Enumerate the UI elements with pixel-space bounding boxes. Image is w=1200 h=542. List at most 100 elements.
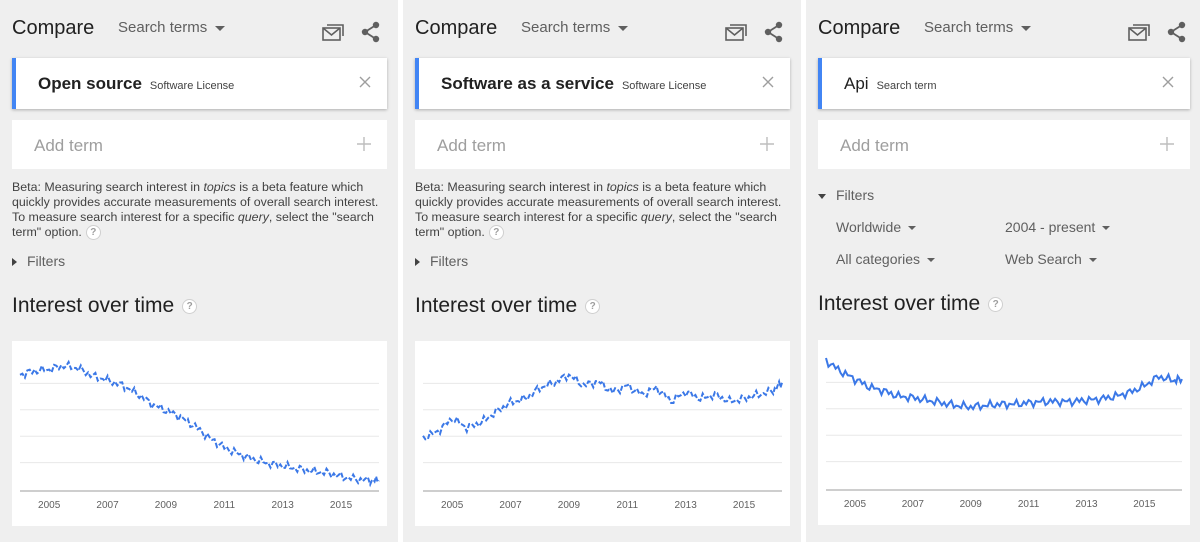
share-icon[interactable] — [761, 19, 787, 45]
filters-label: Filters — [430, 253, 469, 269]
x-tick-label: 2011 — [214, 500, 236, 511]
filters-toggle[interactable]: Filters — [12, 253, 65, 269]
close-icon[interactable] — [1160, 74, 1176, 90]
interest-chart: 2005 2007 2009 2011 2013 2015 — [415, 341, 790, 526]
search-terms-dropdown[interactable]: Search terms — [924, 19, 1032, 36]
top-bar: Compare Search terms — [403, 0, 801, 58]
category-filter-dropdown[interactable]: All categories — [836, 251, 936, 267]
interest-over-time-title: Interest over time? — [415, 294, 601, 318]
filters-label: Filters — [27, 253, 66, 269]
x-tick-label: 2007 — [499, 500, 522, 511]
email-icon[interactable] — [723, 19, 749, 45]
beta-query: query — [640, 210, 672, 224]
series-line — [422, 373, 783, 441]
add-term-placeholder: Add term — [34, 136, 103, 155]
chart-title: Interest over time — [818, 292, 981, 315]
term-type: Software License — [621, 80, 707, 92]
chevron-right-icon — [12, 258, 17, 267]
x-tick-label: 2009 — [155, 500, 178, 511]
help-icon[interactable]: ? — [488, 225, 504, 241]
search-terms-label: Search terms — [118, 19, 208, 36]
filters-toggle[interactable]: Filters — [818, 187, 874, 203]
chevron-down-icon — [908, 226, 917, 231]
compare-title: Compare — [415, 17, 498, 39]
search-term-card[interactable]: Software as a service Software License — [415, 58, 790, 109]
chart-svg: 2005 2007 2009 2011 2013 2015 — [19, 359, 380, 511]
location-filter-dropdown[interactable]: Worldwide — [836, 219, 917, 235]
chart-title: Interest over time — [415, 294, 578, 317]
compare-title: Compare — [12, 17, 95, 39]
plus-icon[interactable] — [759, 136, 775, 152]
top-bar: Compare Search terms — [0, 0, 398, 58]
chart-svg: 2005 2007 2009 2011 2013 2015 — [422, 373, 783, 511]
add-term-input[interactable]: Add term — [415, 120, 790, 169]
search-type-filter-dropdown[interactable]: Web Search — [1005, 251, 1097, 267]
x-tick-label: 2015 — [1133, 499, 1156, 510]
filters-toggle[interactable]: Filters — [415, 253, 468, 269]
search-term-card[interactable]: Open source Software License — [12, 58, 387, 109]
x-tick-label: 2005 — [38, 500, 61, 511]
x-tick-label: 2013 — [1075, 499, 1098, 510]
add-term-placeholder: Add term — [437, 136, 506, 155]
term-name: Software as a service Software License — [441, 74, 706, 94]
close-icon[interactable] — [760, 74, 776, 90]
beta-text: Beta: Measuring search interest in — [12, 180, 204, 194]
add-term-input[interactable]: Add term — [12, 120, 387, 169]
share-icon[interactable] — [1164, 19, 1190, 45]
x-tick-label: 2013 — [272, 500, 295, 511]
chart-svg: 2005 2007 2009 2011 2013 2015 — [825, 357, 1183, 510]
beta-text: is a beta feature which quickly provides… — [415, 180, 782, 224]
x-tick-label: 2015 — [733, 500, 756, 511]
add-term-placeholder: Add term — [840, 136, 909, 155]
beta-notice: Beta: Measuring search interest in topic… — [415, 180, 790, 241]
compare-panel-2: Compare Search terms Software as a servi… — [403, 0, 801, 542]
help-icon[interactable]: ? — [585, 298, 601, 314]
compare-title: Compare — [818, 17, 901, 39]
series-line — [825, 357, 1183, 412]
filters-label: Filters — [836, 187, 875, 203]
search-term-card[interactable]: Api Search term — [818, 58, 1190, 109]
term-name: Open source Software License — [38, 74, 234, 94]
email-icon[interactable] — [1126, 19, 1152, 45]
x-tick-label: 2007 — [96, 500, 119, 511]
time-filter-dropdown[interactable]: 2004 - present — [1005, 219, 1111, 235]
x-tick-label: 2015 — [330, 500, 353, 511]
x-tick-label: 2011 — [617, 500, 639, 511]
chevron-down-icon — [215, 25, 226, 31]
search-type-value: Web Search — [1005, 251, 1082, 267]
beta-topics: topics — [606, 180, 639, 194]
plus-icon[interactable] — [356, 136, 372, 152]
chevron-down-icon — [1102, 226, 1111, 231]
term-name: Api Search term — [844, 74, 937, 94]
x-tick-label: 2005 — [844, 499, 867, 510]
beta-text: Beta: Measuring search interest in — [415, 180, 607, 194]
plus-icon[interactable] — [1159, 136, 1175, 152]
compare-panel-1: Compare Search terms Open source Software… — [0, 0, 398, 542]
close-icon[interactable] — [357, 74, 373, 90]
compare-panel-3: Compare Search terms Api Search term Add … — [806, 0, 1200, 542]
chevron-down-icon — [1088, 258, 1097, 263]
search-terms-dropdown[interactable]: Search terms — [118, 19, 226, 36]
search-terms-label: Search terms — [924, 19, 1014, 36]
location-value: Worldwide — [836, 219, 902, 235]
email-icon[interactable] — [320, 19, 346, 45]
x-tick-label: 2013 — [675, 500, 698, 511]
time-value: 2004 - present — [1005, 219, 1096, 235]
beta-text: is a beta feature which quickly provides… — [12, 180, 379, 224]
chart-title: Interest over time — [12, 294, 175, 317]
help-icon[interactable]: ? — [182, 298, 198, 314]
share-icon[interactable] — [358, 19, 384, 45]
top-bar: Compare Search terms — [806, 0, 1200, 58]
add-term-input[interactable]: Add term — [818, 120, 1190, 169]
interest-over-time-title: Interest over time? — [12, 294, 198, 318]
help-icon[interactable]: ? — [85, 225, 101, 241]
help-icon[interactable]: ? — [988, 296, 1004, 312]
x-tick-label: 2011 — [1018, 499, 1040, 510]
beta-topics: topics — [203, 180, 236, 194]
term-label: Api — [844, 74, 869, 93]
category-value: All categories — [836, 251, 921, 267]
chevron-down-icon — [1021, 25, 1032, 31]
x-tick-label: 2009 — [960, 499, 983, 510]
search-terms-dropdown[interactable]: Search terms — [521, 19, 629, 36]
interest-chart: 2005 2007 2009 2011 2013 2015 — [12, 341, 387, 526]
